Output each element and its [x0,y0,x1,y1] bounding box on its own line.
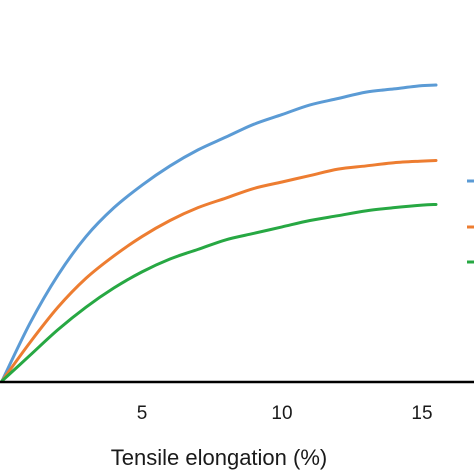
series-line-3 [0,202,438,383]
series-layer [0,83,438,383]
x-tick-label: 15 [411,403,432,424]
x-tick-label: 10 [271,403,292,424]
x-axis-title: Tensile elongation (%) [111,445,327,470]
legend [467,179,474,264]
x-tick-labels: 5 10 15 [137,403,433,424]
series-line-1 [0,83,438,383]
x-tick-label: 5 [137,403,148,424]
series-line-2 [0,158,438,383]
